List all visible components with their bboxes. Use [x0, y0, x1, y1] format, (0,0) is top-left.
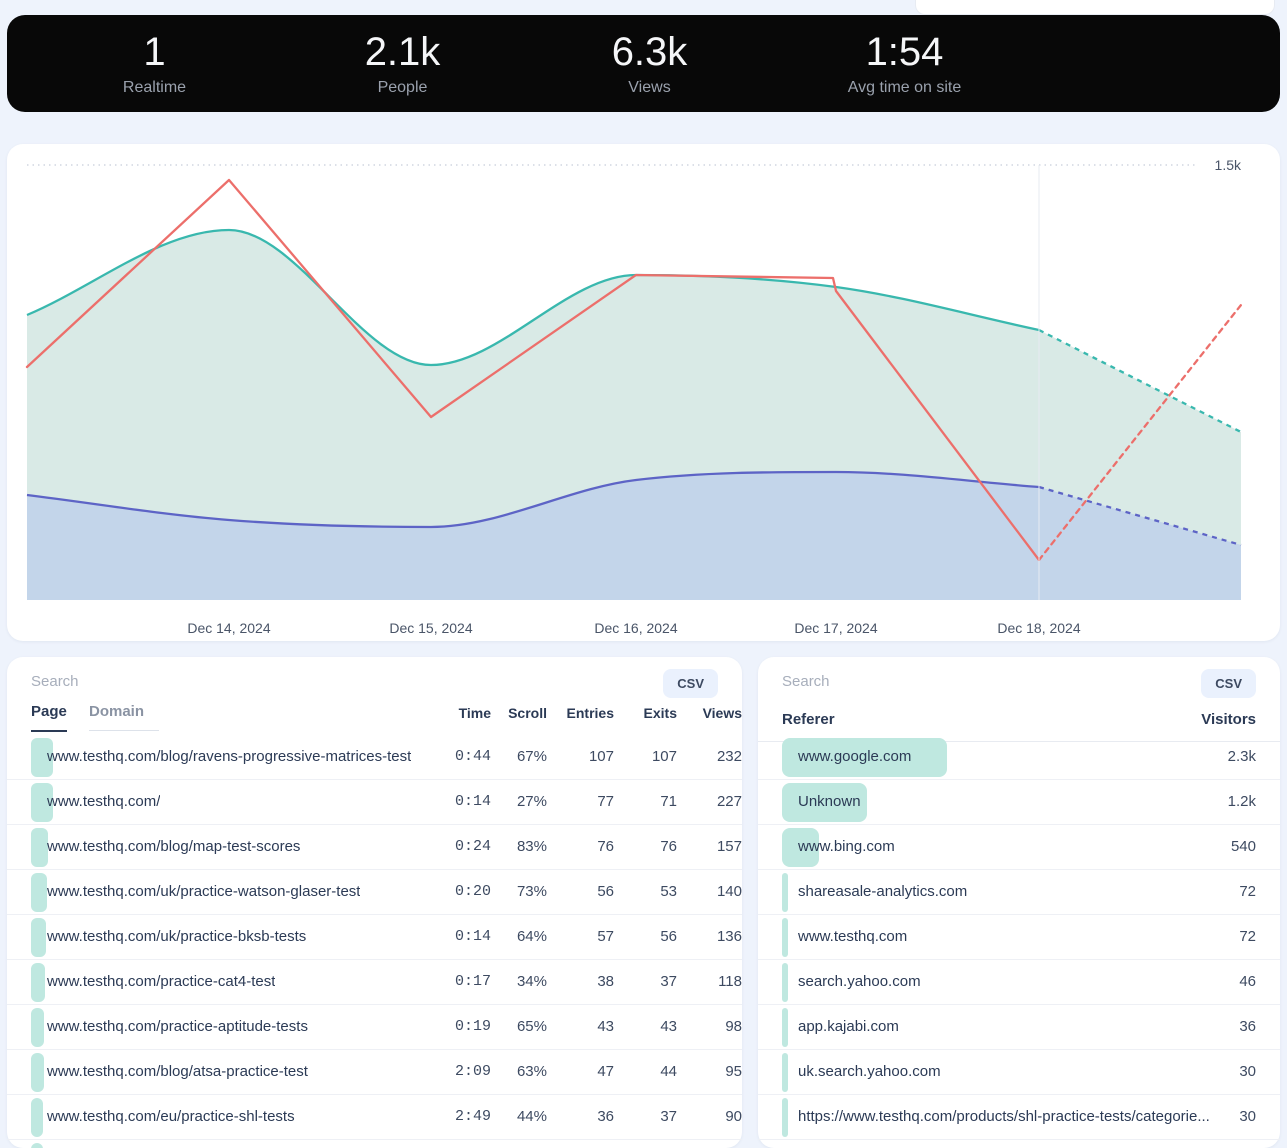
svg-text:Dec 18, 2024: Dec 18, 2024: [997, 620, 1080, 636]
svg-text:1.5k: 1.5k: [1215, 157, 1242, 173]
svg-text:Dec 16, 2024: Dec 16, 2024: [594, 620, 677, 636]
svg-text:Dec 17, 2024: Dec 17, 2024: [794, 620, 877, 636]
svg-text:Dec 14, 2024: Dec 14, 2024: [187, 620, 270, 636]
svg-text:Dec 15, 2024: Dec 15, 2024: [389, 620, 472, 636]
